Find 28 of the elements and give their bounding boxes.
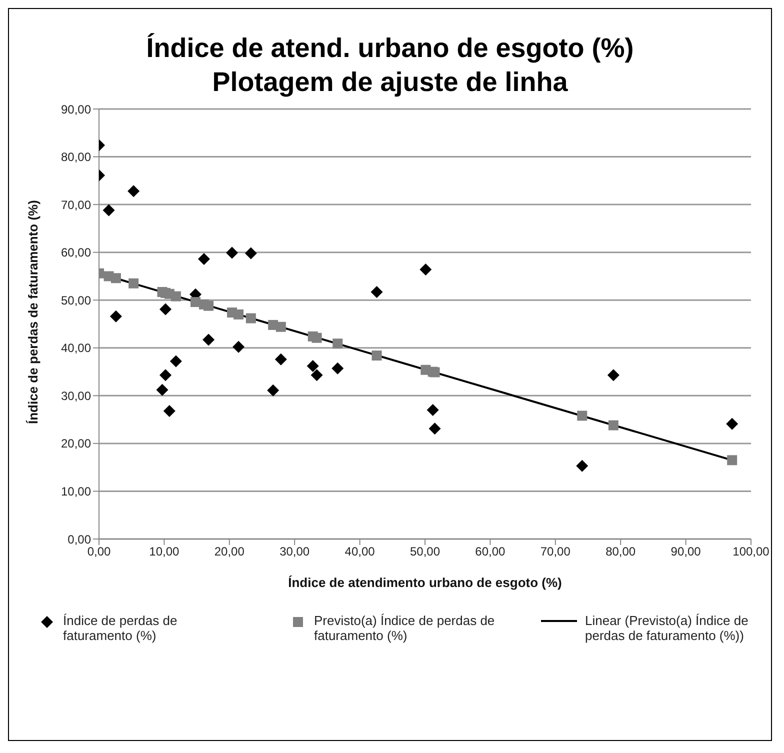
legend-label: Índice de perdas de faturamento (%) bbox=[63, 613, 178, 643]
chart-title: Índice de atend. urbano de esgoto (%) bbox=[145, 32, 635, 65]
y-tick-label: 60,00 bbox=[60, 246, 92, 260]
x-tick-label: 90,00 bbox=[670, 544, 702, 559]
x-tick-label: 20,00 bbox=[214, 544, 245, 559]
x-tick-label: 40,00 bbox=[344, 544, 376, 559]
y-axis-title: Índice de perdas de faturamento (%) bbox=[26, 200, 41, 424]
x-tick-label: 60,00 bbox=[475, 544, 506, 559]
y-tick-label: 90,00 bbox=[60, 102, 92, 116]
x-tick-label: 70,00 bbox=[540, 544, 571, 559]
y-tick-label: 30,00 bbox=[60, 388, 92, 403]
legend-label: Linear (Previsto(a) Índice de perdas de faturamento (%)) bbox=[585, 613, 750, 643]
y-tick-label: 20,00 bbox=[60, 436, 92, 451]
legend-label: Previsto(a) Índice de perdas de faturamento (%) bbox=[314, 613, 496, 643]
y-tick-label: 0,00 bbox=[68, 532, 92, 546]
y-tick-label: 10,00 bbox=[60, 484, 92, 498]
x-tick-label: 30,00 bbox=[280, 544, 310, 559]
y-tick-label: 80,00 bbox=[60, 150, 92, 164]
x-tick-label: 0,00 bbox=[87, 544, 111, 559]
chart-subtitle: Plotagem de ajuste de linha bbox=[211, 66, 569, 99]
y-tick-label: 50,00 bbox=[60, 293, 92, 308]
x-axis-title: Índice de atendimento urbano de esgoto (%) bbox=[288, 575, 562, 590]
x-tick-label: 50,00 bbox=[410, 544, 440, 559]
x-tick-label: 10,00 bbox=[149, 544, 180, 559]
x-tick-label: 100,00 bbox=[732, 544, 770, 559]
x-tick-label: 80,00 bbox=[606, 544, 636, 559]
y-tick-label: 40,00 bbox=[60, 341, 92, 356]
y-tick-label: 70,00 bbox=[60, 198, 92, 212]
